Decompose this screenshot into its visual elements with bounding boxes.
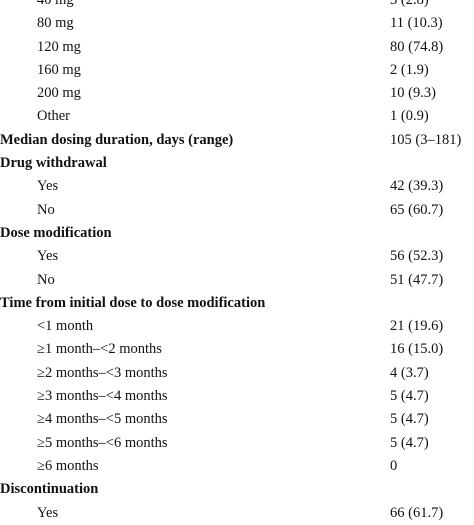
section-header-label: Discontinuation: [0, 481, 99, 498]
section-header-row: Dose modification: [0, 222, 474, 245]
table-row: ≥2 months–<3 months 4 (3.7): [0, 362, 474, 385]
row-value: 0: [390, 457, 398, 474]
table-row: Yes 66 (61.7): [0, 502, 474, 525]
row-value: 5 (4.7): [390, 411, 429, 428]
row-value: 1 (0.9): [390, 108, 429, 125]
row-value: 21 (19.6): [390, 318, 444, 335]
row-label: ≥5 months–<6 months: [37, 434, 168, 451]
section-header-row: Median dosing duration, days (range) 105 …: [0, 129, 474, 152]
row-label: No: [37, 271, 55, 288]
row-value: 16 (15.0): [390, 341, 444, 358]
row-label: ≥1 month–<2 months: [37, 341, 162, 358]
table-row: No 65 (60.7): [0, 199, 474, 222]
table-row: Yes 56 (52.3): [0, 245, 474, 268]
row-value: 11 (10.3): [390, 15, 443, 32]
table-row: ≥5 months–<6 months 5 (4.7): [0, 432, 474, 455]
section-header-row: Time from initial dose to dose modificat…: [0, 292, 474, 315]
row-value: 3 (2.8): [390, 0, 429, 8]
row-label: ≥2 months–<3 months: [37, 364, 168, 381]
table-row: 120 mg 80 (74.8): [0, 36, 474, 59]
section-header-row: Drug withdrawal: [0, 152, 474, 175]
row-label: ≥4 months–<5 months: [37, 411, 168, 428]
section-header-label: Time from initial dose to dose modificat…: [0, 294, 266, 311]
row-label: <1 month: [37, 318, 94, 335]
section-header-label: Dose modification: [0, 224, 112, 241]
row-label: Yes: [37, 248, 59, 265]
row-label: Yes: [37, 178, 59, 195]
row-value: 2 (1.9): [390, 61, 429, 78]
table-row: 160 mg 2 (1.9): [0, 59, 474, 82]
row-label: Other: [37, 108, 71, 125]
row-label: 80 mg: [37, 15, 74, 32]
table-row: Other 1 (0.9): [0, 105, 474, 128]
table-row: ≥3 months–<4 months 5 (4.7): [0, 385, 474, 408]
row-label: 200 mg: [37, 85, 81, 102]
row-value: 80 (74.8): [390, 38, 444, 55]
table-row: ≥6 months 0: [0, 455, 474, 478]
row-value: 51 (47.7): [390, 271, 444, 288]
table-row: 40 mg 3 (2.8): [0, 0, 474, 12]
table-row: <1 month 21 (19.6): [0, 315, 474, 338]
table-row: 200 mg 10 (9.3): [0, 82, 474, 105]
row-value: 10 (9.3): [390, 85, 436, 102]
row-value: 5 (4.7): [390, 388, 429, 405]
table-row: 80 mg 11 (10.3): [0, 12, 474, 35]
table-row: Yes 42 (39.3): [0, 175, 474, 198]
row-label: No: [37, 201, 55, 218]
section-header-label: Median dosing duration, days (range): [0, 131, 234, 148]
section-header-label: Drug withdrawal: [0, 155, 107, 172]
row-label: Yes: [37, 504, 59, 521]
row-value: 66 (61.7): [390, 504, 444, 521]
row-value: 56 (52.3): [390, 248, 444, 265]
row-value: 5 (4.7): [390, 434, 429, 451]
row-label: ≥6 months: [37, 457, 99, 474]
row-value: 4 (3.7): [390, 364, 429, 381]
row-value: 105 (3–181): [390, 131, 462, 148]
section-header-row: Discontinuation: [0, 478, 474, 501]
row-label: ≥3 months–<4 months: [37, 388, 168, 405]
row-value: 42 (39.3): [390, 178, 444, 195]
row-label: 40 mg: [37, 0, 74, 8]
table-row: No 51 (47.7): [0, 269, 474, 292]
row-label: 120 mg: [37, 38, 81, 55]
row-label: 160 mg: [37, 61, 81, 78]
row-value: 65 (60.7): [390, 201, 444, 218]
table-row: ≥1 month–<2 months 16 (15.0): [0, 338, 474, 361]
table-row: ≥4 months–<5 months 5 (4.7): [0, 408, 474, 431]
